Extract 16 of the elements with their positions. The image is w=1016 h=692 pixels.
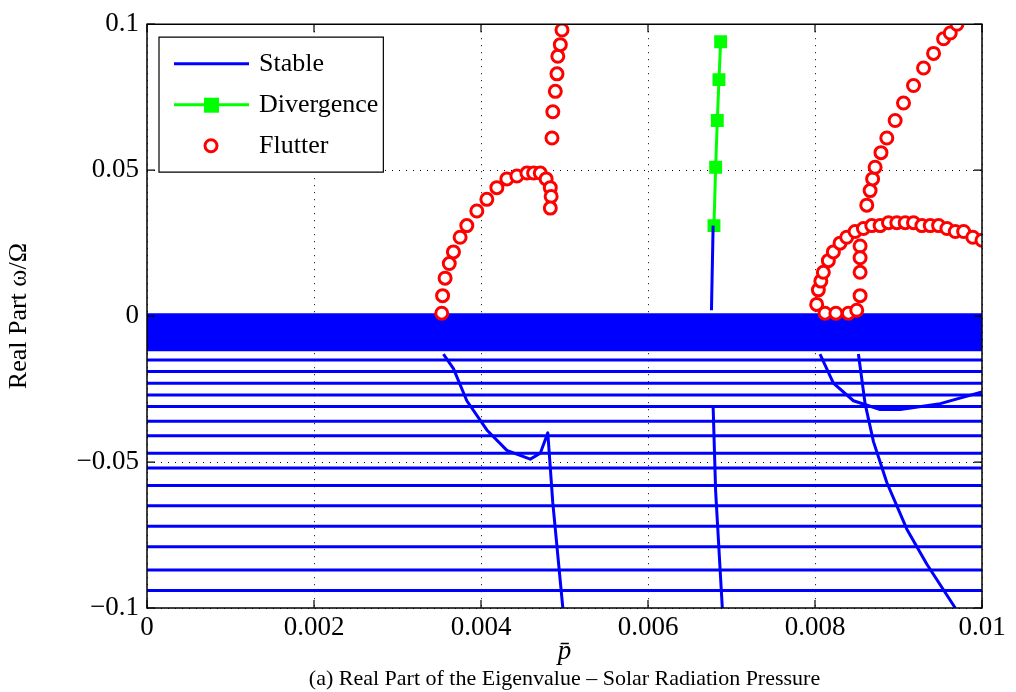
y-tick-label: −0.1 bbox=[90, 591, 139, 622]
legend-label: Flutter bbox=[259, 129, 329, 159]
x-tick-label: 0.01 bbox=[958, 611, 1006, 642]
x-tick-label: 0.004 bbox=[450, 611, 512, 642]
text: (a) Real Part of the Eigenvalue – Solar Radiation Pressure bbox=[308, 664, 821, 690]
x-tick-label: 0.002 bbox=[283, 611, 345, 642]
y-tick-label: 0.05 bbox=[91, 153, 139, 184]
y-tick-label: 0 bbox=[125, 299, 139, 330]
x-tick-label: 0.008 bbox=[784, 611, 846, 642]
x-axis-title: p̄ bbox=[555, 634, 572, 665]
legend-label: Stable bbox=[259, 47, 324, 77]
y-tick-label: −0.05 bbox=[76, 445, 139, 476]
y-axis-title: Real Part ω/Ω bbox=[3, 243, 33, 390]
x-tick-label: 0.006 bbox=[617, 611, 679, 642]
y-tick-label: 0.1 bbox=[105, 7, 139, 38]
legend-label: Divergence bbox=[259, 88, 379, 118]
